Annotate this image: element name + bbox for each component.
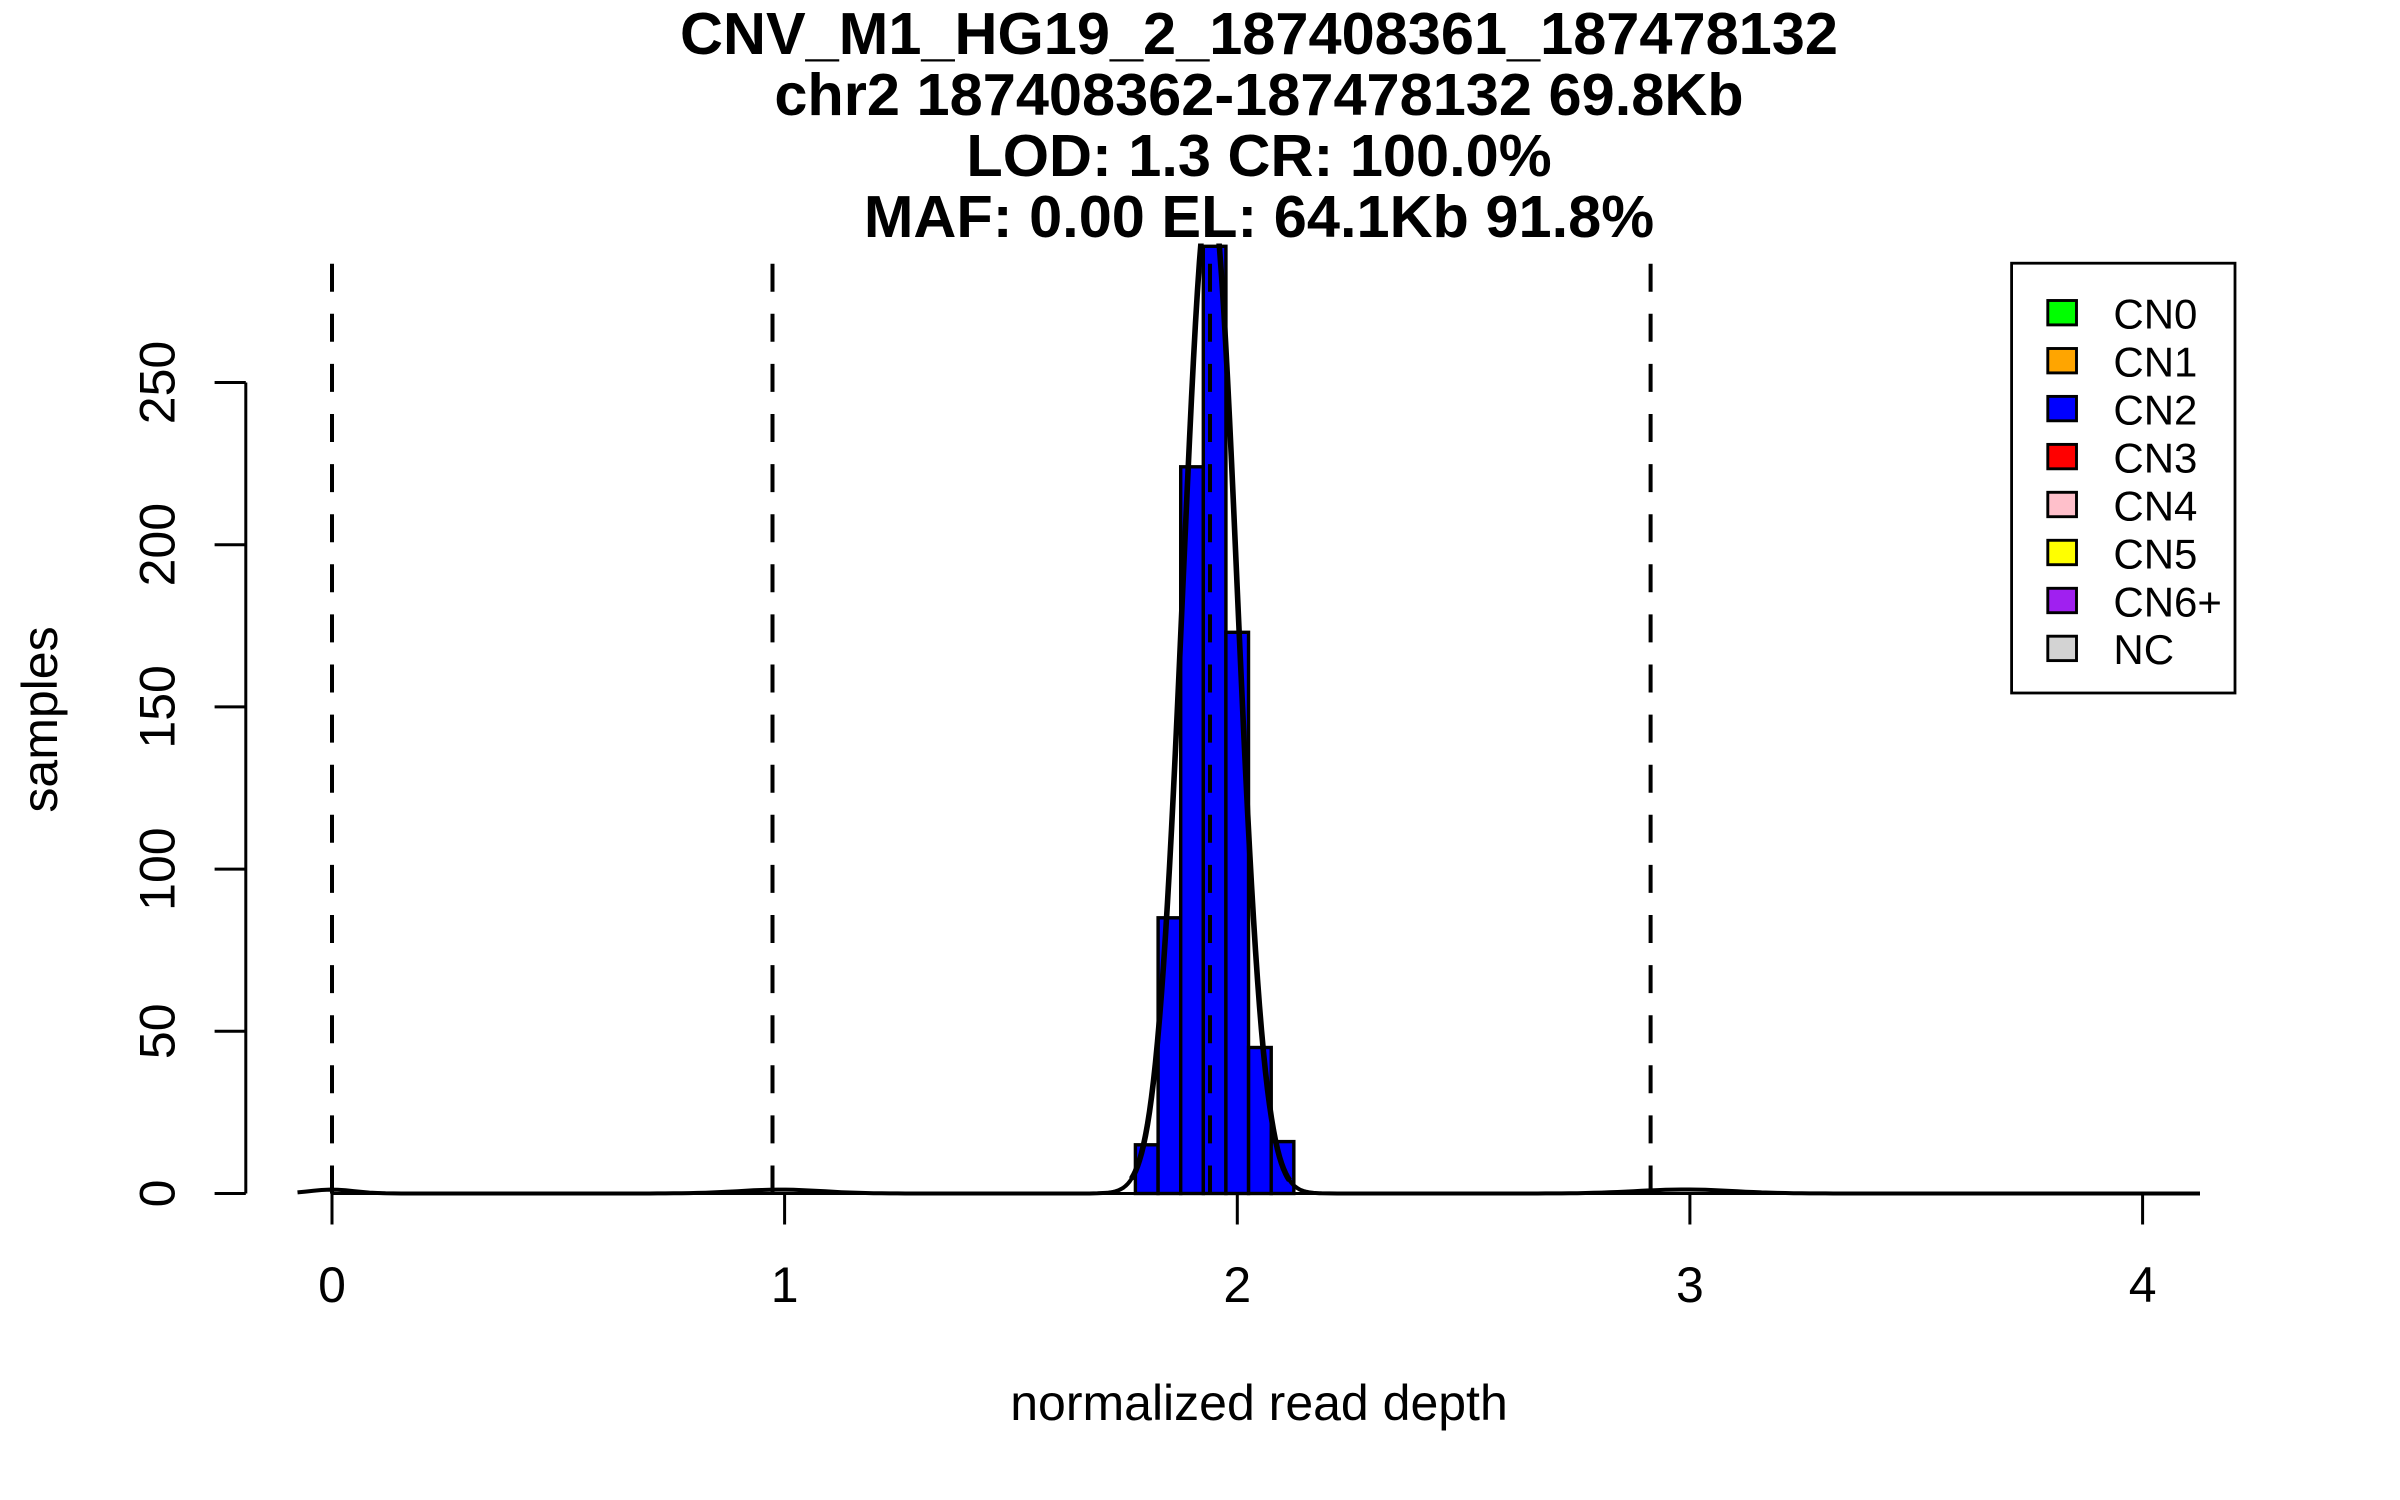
svg-text:CN6+: CN6+	[2113, 578, 2222, 625]
svg-text:0: 0	[318, 1257, 346, 1313]
svg-text:MAF: 0.00 EL: 64.1Kb 91.8%: MAF: 0.00 EL: 64.1Kb 91.8%	[864, 183, 1654, 250]
svg-text:CN0: CN0	[2113, 291, 2197, 338]
svg-text:samples: samples	[12, 626, 68, 812]
svg-text:100: 100	[130, 827, 186, 910]
svg-text:150: 150	[130, 665, 186, 748]
svg-text:50: 50	[130, 1003, 186, 1059]
svg-text:4: 4	[2129, 1257, 2157, 1313]
svg-text:3: 3	[1676, 1257, 1704, 1313]
svg-text:chr2 187408362-187478132 69.8K: chr2 187408362-187478132 69.8Kb	[774, 61, 1743, 128]
svg-text:200: 200	[130, 503, 186, 586]
svg-text:CN2: CN2	[2113, 386, 2197, 433]
svg-text:2: 2	[1223, 1257, 1251, 1313]
svg-text:CN3: CN3	[2113, 434, 2197, 481]
svg-text:normalized read depth: normalized read depth	[1010, 1375, 1508, 1431]
svg-text:CNV_M1_HG19_2_187408361_187478: CNV_M1_HG19_2_187408361_187478132	[680, 0, 1838, 67]
svg-text:CN4: CN4	[2113, 482, 2197, 529]
svg-text:0: 0	[130, 1180, 186, 1208]
svg-text:LOD: 1.3 CR: 100.0%: LOD: 1.3 CR: 100.0%	[966, 122, 1551, 189]
svg-text:250: 250	[130, 341, 186, 424]
svg-text:CN1: CN1	[2113, 339, 2197, 386]
svg-text:NC: NC	[2113, 626, 2174, 673]
svg-text:1: 1	[771, 1257, 799, 1313]
svg-text:CN5: CN5	[2113, 530, 2197, 577]
